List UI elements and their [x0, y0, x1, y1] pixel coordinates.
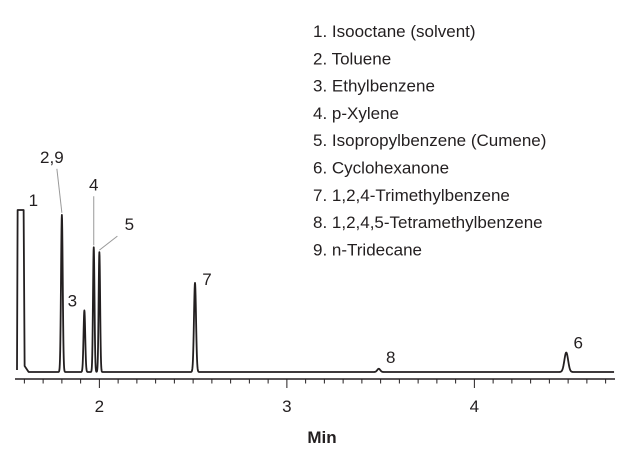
peak-label: 5: [125, 215, 134, 234]
peak-label: 2,9: [40, 148, 64, 167]
chromatogram-trace: [16, 209, 615, 373]
legend-entry: 9. n-Tridecane: [313, 240, 422, 259]
legend-entry: 4. p-Xylene: [313, 104, 399, 123]
peak-leader-line: [56, 168, 63, 213]
x-axis: 2 3 4: [15, 378, 615, 416]
legend-entry: 5. Isopropylbenzene (Cumene): [313, 131, 546, 150]
x-tick-label: 3: [282, 397, 291, 416]
peak-label: 3: [68, 291, 77, 310]
x-axis-label: Min: [307, 428, 336, 447]
peak-label: 4: [89, 175, 98, 194]
legend-entry: 8. 1,2,4,5-Tetramethylbenzene: [313, 213, 543, 232]
legend: 1. Isooctane (solvent) 2. Toluene 3. Ethyl…: [313, 22, 546, 259]
legend-entry: 7. 1,2,4-Trimethylbenzene: [313, 186, 510, 205]
legend-entry: 1. Isooctane (solvent): [313, 22, 476, 41]
x-tick-label: 4: [470, 397, 479, 416]
peak-labels: 1 2,9 3 4 5 7 8 6: [29, 148, 583, 367]
peak-label: 6: [574, 334, 583, 353]
peak-label: 7: [202, 270, 211, 289]
x-tick-label: 2: [95, 397, 104, 416]
legend-entry: 2. Toluene: [313, 49, 391, 68]
peak-1: [16, 209, 30, 373]
peak-label: 8: [386, 348, 395, 367]
peak-label: 1: [29, 191, 38, 210]
legend-entry: 6. Cyclohexanone: [313, 159, 449, 178]
trace-line: [27, 213, 615, 373]
legend-entry: 3. Ethylbenzene: [313, 77, 435, 96]
peak-leader-line: [99, 235, 118, 251]
